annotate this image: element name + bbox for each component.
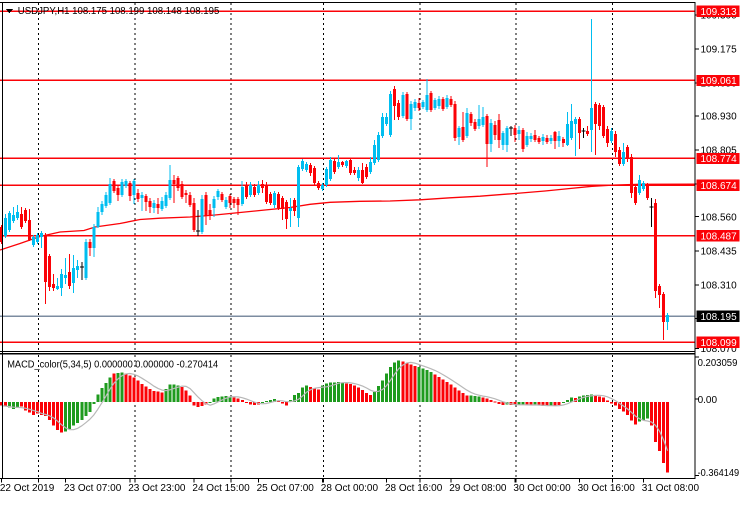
svg-text:22 Oct 2019: 22 Oct 2019 [0, 483, 55, 494]
svg-text:108.099: 108.099 [701, 338, 738, 349]
svg-text:108.310: 108.310 [701, 281, 738, 292]
svg-text:108.435: 108.435 [701, 246, 738, 257]
svg-text:24 Oct 15:00: 24 Oct 15:00 [192, 483, 250, 494]
svg-text:29 Oct 08:00: 29 Oct 08:00 [449, 483, 507, 494]
svg-text:109.175: 109.175 [701, 45, 738, 56]
svg-text:0.00: 0.00 [698, 395, 718, 406]
svg-text:109.313: 109.313 [701, 7, 738, 18]
svg-text:108.674: 108.674 [701, 181, 738, 192]
svg-text:108.805: 108.805 [701, 146, 738, 157]
svg-text:-0.364149: -0.364149 [698, 468, 740, 479]
svg-text:28 Oct 16:00: 28 Oct 16:00 [385, 483, 443, 494]
svg-text:108.560: 108.560 [701, 212, 738, 223]
svg-text:30 Oct 16:00: 30 Oct 16:00 [578, 483, 636, 494]
svg-text:23 Oct 07:00: 23 Oct 07:00 [64, 483, 122, 494]
svg-text:30 Oct 00:00: 30 Oct 00:00 [513, 483, 571, 494]
svg-text:MACD_color(5,34,5) 0.000000 0.: MACD_color(5,34,5) 0.000000 0.000000 -0.… [7, 359, 218, 370]
svg-text:108.930: 108.930 [701, 111, 738, 122]
svg-text:108.774: 108.774 [701, 154, 738, 165]
svg-text:108.070: 108.070 [701, 344, 738, 355]
svg-text:USDJPY,H1 108.175 108.199 108: USDJPY,H1 108.175 108.199 108.148 108.19… [18, 6, 220, 17]
svg-text:108.487: 108.487 [701, 231, 738, 242]
svg-text:0.203059: 0.203059 [698, 358, 738, 369]
svg-text:23 Oct 23:00: 23 Oct 23:00 [128, 483, 186, 494]
svg-text:25 Oct 07:00: 25 Oct 07:00 [257, 483, 315, 494]
svg-text:31 Oct 08:00: 31 Oct 08:00 [642, 483, 700, 494]
svg-text:108.195: 108.195 [701, 312, 738, 323]
svg-text:28 Oct 00:00: 28 Oct 00:00 [321, 483, 379, 494]
svg-text:109.061: 109.061 [701, 76, 738, 87]
